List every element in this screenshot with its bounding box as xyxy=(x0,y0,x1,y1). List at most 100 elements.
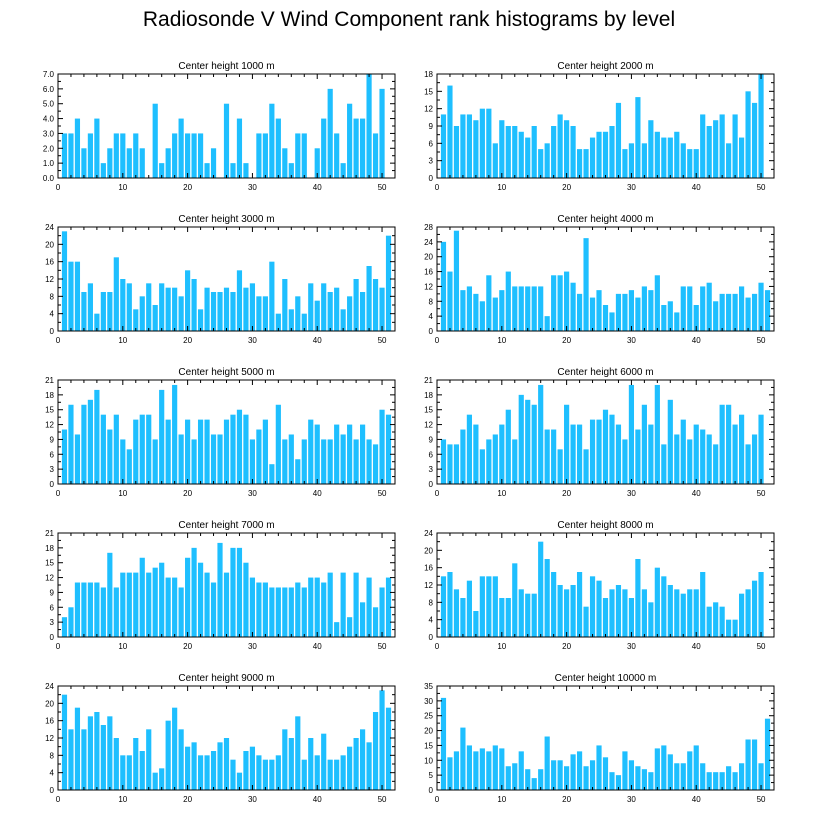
y-tick-label: 4 xyxy=(50,310,55,319)
histogram-bar xyxy=(641,769,647,790)
histogram-bar xyxy=(492,434,498,484)
histogram-bar xyxy=(295,133,301,178)
histogram-bar xyxy=(557,449,563,484)
histogram-bar xyxy=(81,729,87,790)
histogram-bar xyxy=(146,729,152,790)
histogram-bar xyxy=(641,404,647,484)
x-tick-label: 10 xyxy=(118,489,127,498)
histogram-bar xyxy=(596,131,602,178)
histogram-bar xyxy=(453,444,460,484)
y-tick-label: 16 xyxy=(45,717,54,726)
histogram-bar xyxy=(512,439,518,484)
histogram-bar xyxy=(589,297,596,331)
histogram-bar xyxy=(551,126,557,178)
histogram-bar xyxy=(301,313,307,331)
histogram-bar xyxy=(152,439,158,484)
histogram-bar xyxy=(301,439,307,484)
x-tick-label: 10 xyxy=(118,336,127,345)
histogram-bar xyxy=(327,759,333,790)
histogram-bar xyxy=(372,607,379,637)
histogram-bar xyxy=(126,449,132,484)
histogram-bar xyxy=(321,582,327,637)
histogram-bar xyxy=(347,617,353,637)
histogram-bar xyxy=(609,312,615,331)
y-tick-label: 21 xyxy=(45,529,54,538)
x-tick-label: 30 xyxy=(248,642,257,651)
histogram-bar xyxy=(739,593,745,637)
histogram-bar xyxy=(557,760,563,790)
histogram-bar xyxy=(94,389,100,484)
panel-title: Center height 8000 m xyxy=(557,520,653,531)
histogram-bar xyxy=(460,114,466,178)
histogram-bar xyxy=(146,283,152,331)
histogram-bar xyxy=(366,742,372,790)
histogram-bar xyxy=(518,751,524,790)
histogram-bar xyxy=(334,759,340,790)
histogram-bar xyxy=(576,751,583,790)
histogram-bar xyxy=(197,562,204,637)
histogram-bar xyxy=(564,766,570,790)
histogram-bar xyxy=(165,287,171,331)
y-tick-label: 10 xyxy=(424,756,433,765)
x-tick-label: 50 xyxy=(757,642,766,651)
histogram-bar xyxy=(505,271,511,331)
histogram-bar xyxy=(204,572,210,637)
x-tick-label: 30 xyxy=(248,336,257,345)
histogram-bar xyxy=(126,148,132,178)
histogram-bar xyxy=(204,287,210,331)
histogram-bar xyxy=(512,286,518,331)
y-tick-label: 24 xyxy=(424,238,433,247)
y-tick-label: 15 xyxy=(424,87,433,96)
histogram-bar xyxy=(466,114,472,178)
histogram-bar xyxy=(68,729,74,790)
histogram-bar xyxy=(602,598,609,637)
histogram-bar xyxy=(139,296,145,331)
histogram-bar xyxy=(758,414,764,484)
histogram-bar xyxy=(486,108,492,178)
histogram-bar xyxy=(538,541,544,637)
histogram-bar xyxy=(178,434,184,484)
histogram-bar xyxy=(327,88,333,178)
histogram-bar xyxy=(654,131,660,178)
histogram-bar xyxy=(223,738,230,790)
histogram-bar xyxy=(460,429,466,484)
histogram-bar xyxy=(197,755,204,790)
histogram-bar xyxy=(230,759,236,790)
histogram-bar xyxy=(758,572,764,637)
y-tick-label: 20 xyxy=(424,253,433,262)
histogram-bar xyxy=(596,419,602,484)
histogram-bar xyxy=(440,241,447,331)
histogram-bar xyxy=(372,133,379,178)
panel-title: Center height 10000 m xyxy=(555,673,657,684)
histogram-bar xyxy=(667,399,673,484)
histogram-bar xyxy=(223,572,230,637)
histogram-bar xyxy=(165,720,171,790)
histogram-bar xyxy=(473,751,479,790)
x-tick-label: 50 xyxy=(378,642,387,651)
histogram-bar xyxy=(602,757,609,790)
histogram-bar xyxy=(159,283,165,331)
histogram-bar xyxy=(126,755,132,790)
histogram-bar xyxy=(719,293,725,331)
histogram-bar xyxy=(505,126,511,178)
y-tick-label: 18 xyxy=(424,391,433,400)
histogram-bar xyxy=(282,148,288,178)
histogram-bar xyxy=(615,293,622,331)
histogram-bar xyxy=(693,149,699,178)
panel-title: Center height 5000 m xyxy=(178,367,274,378)
histogram-bar xyxy=(745,444,751,484)
x-tick-label: 20 xyxy=(183,336,192,345)
histogram-bar xyxy=(68,261,74,331)
histogram-bar xyxy=(505,766,511,790)
y-tick-label: 4 xyxy=(429,312,434,321)
histogram-bar xyxy=(466,580,472,637)
histogram-bar xyxy=(360,292,366,331)
histogram-bar xyxy=(308,419,314,484)
histogram-bar xyxy=(113,587,119,637)
y-tick-label: 0 xyxy=(50,327,55,336)
histogram-bar xyxy=(262,419,268,484)
histogram-bar xyxy=(564,404,570,484)
histogram-bar xyxy=(700,429,706,484)
histogram-bar xyxy=(447,85,453,178)
